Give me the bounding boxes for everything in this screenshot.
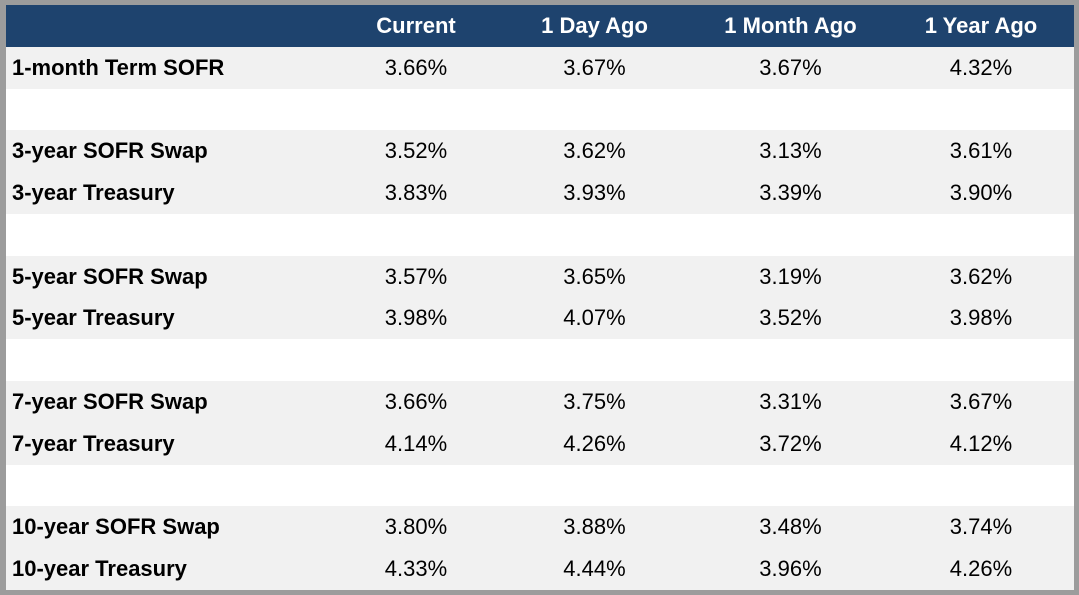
rate-value: 3.74% [949,514,1013,540]
spacer-row [6,339,1074,382]
table-row-1-month-term-sofr: 1-month Term SOFR 3.66% 3.67% 3.67% 4.32… [6,46,1074,89]
rate-value: 3.98% [949,305,1013,331]
row-label: 1-month Term SOFR [12,54,225,80]
spacer-row [6,464,1074,507]
rate-value: 4.33% [384,556,448,582]
rate-value: 3.90% [949,180,1013,206]
rate-value: 3.52% [759,305,822,331]
rate-value: 3.75% [563,388,626,414]
row-label: 3-year Treasury [12,180,175,206]
rate-value: 3.19% [759,263,822,289]
rate-value: 4.12% [949,430,1013,456]
rate-value: 3.88% [563,514,626,540]
table-row-5-year-treasury: 5-year Treasury 3.98% 4.07% 3.52% 3.98% [6,297,1074,340]
rate-value: 4.26% [563,430,626,456]
rate-value: 3.62% [563,138,626,164]
rate-value: 3.66% [384,54,448,80]
rate-value: 3.61% [949,138,1013,164]
column-header-1-month-ago: 1 Month Ago [724,12,857,38]
rate-value: 4.44% [563,556,626,582]
rate-value: 3.67% [759,54,822,80]
header-row: Current 1 Day Ago 1 Month Ago 1 Year Ago [6,5,1074,47]
rate-value: 3.62% [949,263,1013,289]
rate-value: 3.31% [759,388,822,414]
rate-value: 3.66% [384,388,448,414]
row-label: 7-year SOFR Swap [12,388,208,414]
table-row-7-year-sofr-swap: 7-year SOFR Swap 3.66% 3.75% 3.31% 3.67% [6,381,1074,423]
rate-value: 3.83% [384,180,448,206]
rate-value: 3.93% [563,180,626,206]
spacer-row [6,213,1074,256]
rate-value: 3.98% [384,305,448,331]
row-label: 5-year Treasury [12,305,175,331]
rate-value: 3.13% [759,138,822,164]
column-header-1-year-ago: 1 Year Ago [924,12,1038,38]
rate-value: 3.67% [949,388,1013,414]
rate-value: 3.96% [759,556,822,582]
rate-value: 3.52% [384,138,448,164]
rate-value: 3.57% [384,263,448,289]
rate-value: 3.65% [563,263,626,289]
rate-value: 4.32% [949,54,1013,80]
rate-value: 3.39% [759,180,822,206]
table-row-3-year-treasury: 3-year Treasury 3.83% 3.93% 3.39% 3.90% [6,172,1074,214]
column-header-1-day-ago: 1 Day Ago [541,12,648,38]
row-label: 3-year SOFR Swap [12,138,208,164]
spacer-row [6,88,1074,131]
rate-value: 3.67% [563,54,626,80]
column-header-current: Current [376,12,456,38]
rate-value: 4.26% [949,556,1013,582]
table-row-10-year-treasury: 10-year Treasury 4.33% 4.44% 3.96% 4.26% [6,548,1074,590]
row-label: 7-year Treasury [12,430,175,456]
rate-value: 4.14% [384,430,448,456]
rate-value: 3.80% [384,514,448,540]
row-label: 10-year SOFR Swap [12,514,220,540]
table-row-10-year-sofr-swap: 10-year SOFR Swap 3.80% 3.88% 3.48% 3.74… [6,506,1074,549]
table-row-7-year-treasury: 7-year Treasury 4.14% 4.26% 3.72% 4.12% [6,422,1074,465]
rate-value: 4.07% [563,305,626,331]
rate-value: 3.72% [759,430,822,456]
table-row-3-year-sofr-swap: 3-year SOFR Swap 3.52% 3.62% 3.13% 3.61% [6,130,1074,173]
rate-value: 3.48% [759,514,822,540]
row-label: 10-year Treasury [12,556,187,582]
row-label: 5-year SOFR Swap [12,263,208,289]
table-row-5-year-sofr-swap: 5-year SOFR Swap 3.57% 3.65% 3.19% 3.62% [6,255,1074,298]
